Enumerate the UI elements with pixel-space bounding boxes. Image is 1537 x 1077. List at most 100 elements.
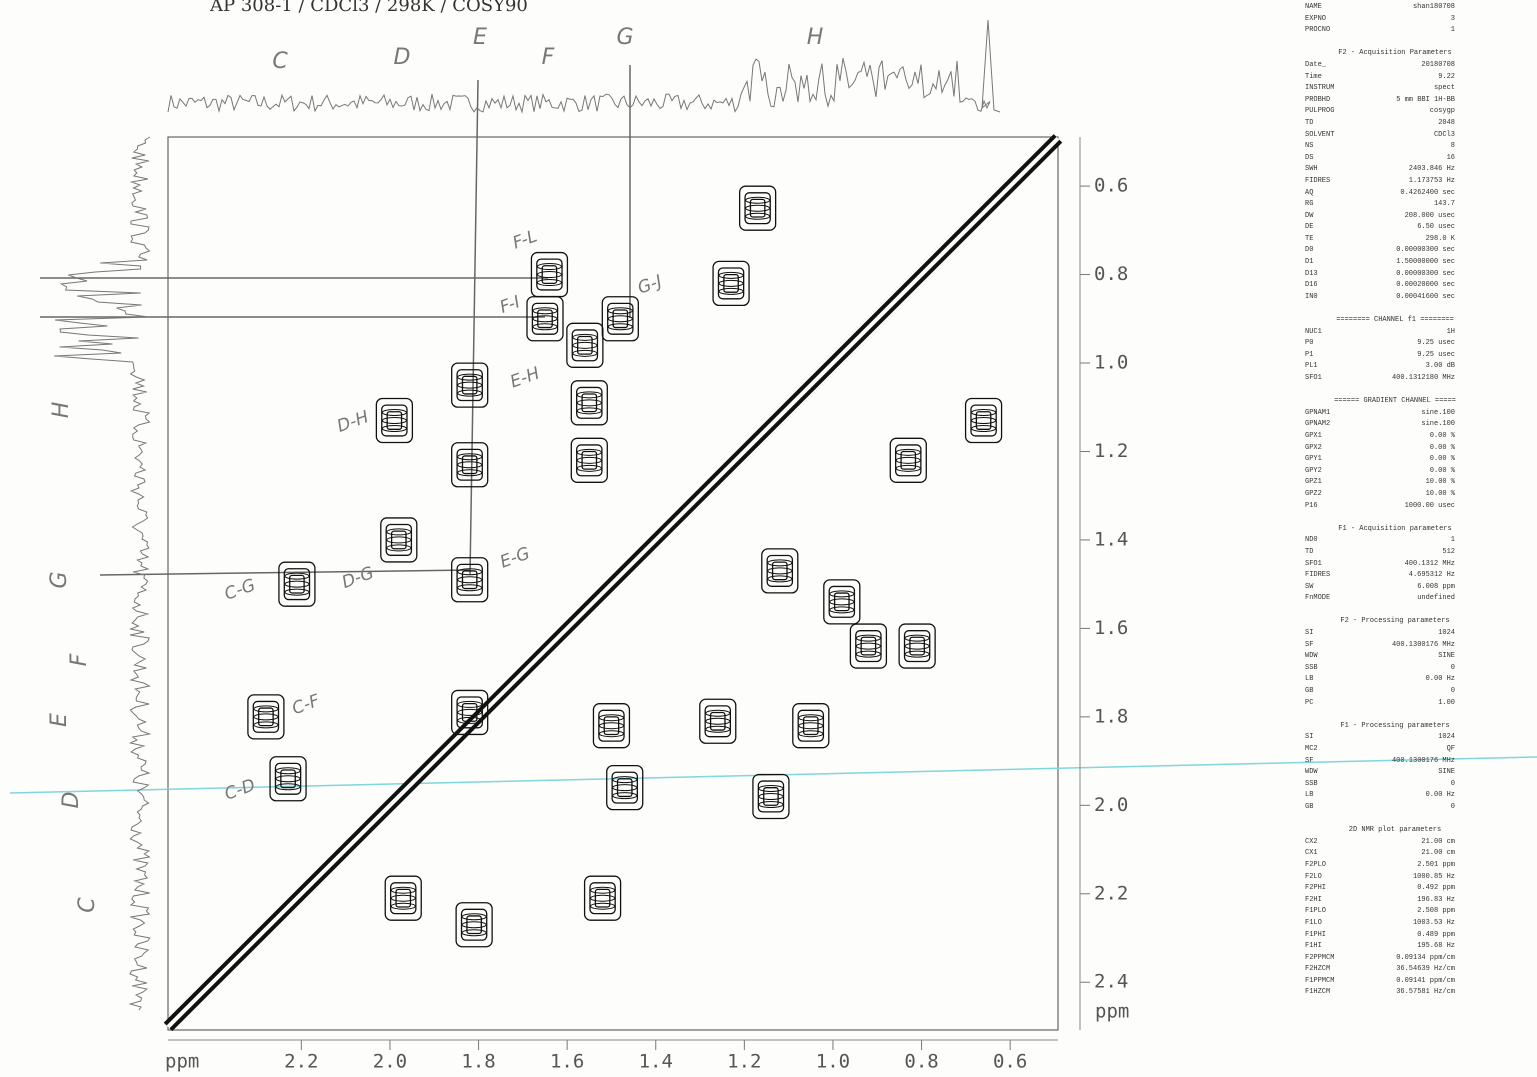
- cross-peak: [380, 517, 418, 563]
- parameter-key: SF: [1305, 640, 1314, 649]
- parameter-row: F1PPMCM 0.09141 ppm/cm: [1305, 976, 1485, 988]
- contour: [860, 636, 877, 656]
- parameter-value: sine.100: [1421, 420, 1455, 429]
- contour: [909, 636, 925, 656]
- contour: [532, 315, 558, 323]
- parameter-row: F1PLO 2.508 ppm: [1305, 906, 1485, 918]
- parameter-key: RG: [1305, 200, 1314, 209]
- parameter-key: GPZ2: [1305, 489, 1322, 498]
- parameter-value: 2048: [1438, 118, 1455, 127]
- parameter-key: PC: [1305, 698, 1314, 707]
- parameter-row: F2PLO 2.501 ppm: [1305, 860, 1485, 872]
- parameter-value: 1.50000000 sec: [1396, 258, 1455, 267]
- top-label: E: [473, 25, 487, 50]
- parameter-key: D0: [1305, 246, 1314, 255]
- contour: [253, 713, 279, 721]
- contour: [536, 271, 562, 279]
- contour: [898, 623, 936, 669]
- parameter-row: SSB 0: [1305, 779, 1485, 791]
- parameter-value: 2.508 ppm: [1417, 907, 1455, 916]
- parameter-row: SOLVENT CDCl3: [1305, 130, 1485, 142]
- contour: [531, 302, 559, 335]
- y-tick-label: 1.8: [1094, 705, 1128, 727]
- contour: [536, 258, 563, 291]
- parameter-key: F1HZCM: [1305, 988, 1331, 997]
- cross-peak: [964, 397, 1003, 444]
- parameter-key: F2HI: [1305, 895, 1322, 904]
- parameter-value: 1.00: [1438, 698, 1455, 707]
- parameter-row: GPX1 0.00 %: [1305, 431, 1485, 443]
- contour: [395, 888, 412, 908]
- x-tick-label: 1.0: [816, 1051, 850, 1073]
- cross-peak: [761, 548, 799, 594]
- parameter-value: 0.00020000 sec: [1396, 281, 1455, 290]
- contour: [389, 882, 417, 915]
- section-title: ======== CHANNEL f1 ========: [1336, 316, 1454, 325]
- parameter-key: SW: [1305, 582, 1314, 591]
- x-tick-label: 2.2: [284, 1051, 318, 1073]
- contour: [571, 329, 599, 362]
- cross-peak: [699, 698, 737, 744]
- left-label: G: [47, 571, 72, 588]
- contour: [457, 381, 483, 389]
- parameter-table: NAME shan180708 EXPNO 3 PROCNO 1 F2 - Acquisit…: [1305, 2, 1485, 999]
- parameter-key: MC2: [1305, 745, 1318, 753]
- leader-line: [99, 569, 471, 576]
- parameter-key: SFO1: [1305, 559, 1322, 568]
- cross-peak: [451, 689, 489, 736]
- parameter-value: 21.00 cm: [1421, 849, 1455, 858]
- parameter-row: NAME shan180708: [1305, 2, 1485, 14]
- contour: [457, 716, 483, 724]
- cross-peak: [583, 875, 622, 921]
- contour: [612, 776, 638, 784]
- contour: [758, 800, 784, 808]
- contour: [461, 929, 487, 937]
- parameter-key: WDW: [1305, 768, 1318, 777]
- cross-peak-annotation: C-D: [222, 775, 258, 804]
- contour: [607, 302, 634, 335]
- contour: [278, 561, 316, 607]
- contour: [381, 417, 407, 425]
- parameter-row: GPNAM2 sine.100: [1305, 419, 1485, 431]
- contour: [576, 386, 603, 419]
- parameter-key: FIDRES: [1305, 571, 1331, 580]
- contour: [767, 559, 793, 567]
- contour: [757, 780, 785, 813]
- left-projection: [54, 136, 152, 1011]
- parameter-key: LB: [1305, 791, 1314, 800]
- parameter-row: GB 0: [1305, 802, 1485, 814]
- contour: [855, 650, 881, 658]
- parameter-key: CX1: [1305, 849, 1318, 858]
- contour: [705, 725, 731, 733]
- contour: [572, 341, 598, 349]
- cross-peak: [451, 442, 489, 488]
- contour: [849, 623, 888, 669]
- contour: [566, 322, 604, 368]
- contour: [598, 730, 624, 738]
- parameter-key: GPY2: [1305, 466, 1322, 475]
- top-label: G: [616, 25, 633, 50]
- parameter-value: 1: [1450, 26, 1455, 35]
- parameter-value: 9.25 usec: [1417, 350, 1455, 359]
- parameter-value: 6.008 ppm: [1417, 582, 1455, 591]
- parameter-value: 400.1312 MHz: [1404, 559, 1455, 568]
- contour: [390, 530, 407, 550]
- parameter-row: GPZ2 10.00 %: [1305, 489, 1485, 501]
- contour: [745, 212, 771, 220]
- contour: [284, 572, 310, 580]
- parameter-key: D13: [1305, 269, 1318, 278]
- contour: [386, 528, 412, 536]
- contour: [461, 921, 487, 929]
- cross-peak-annotation: D-G: [339, 563, 376, 593]
- parameter-row: WDW SINE: [1305, 767, 1485, 779]
- contour: [798, 714, 824, 722]
- contour: [381, 409, 407, 417]
- parameter-value: 0.00000300 sec: [1396, 246, 1455, 255]
- parameter-key: DE: [1305, 223, 1314, 232]
- parameter-key: CX2: [1305, 837, 1318, 846]
- left-label: C: [75, 897, 100, 913]
- parameter-row: IN0 0.00041600 sec: [1305, 292, 1485, 304]
- contour: [461, 375, 478, 395]
- parameter-row: PC 1.00: [1305, 698, 1485, 710]
